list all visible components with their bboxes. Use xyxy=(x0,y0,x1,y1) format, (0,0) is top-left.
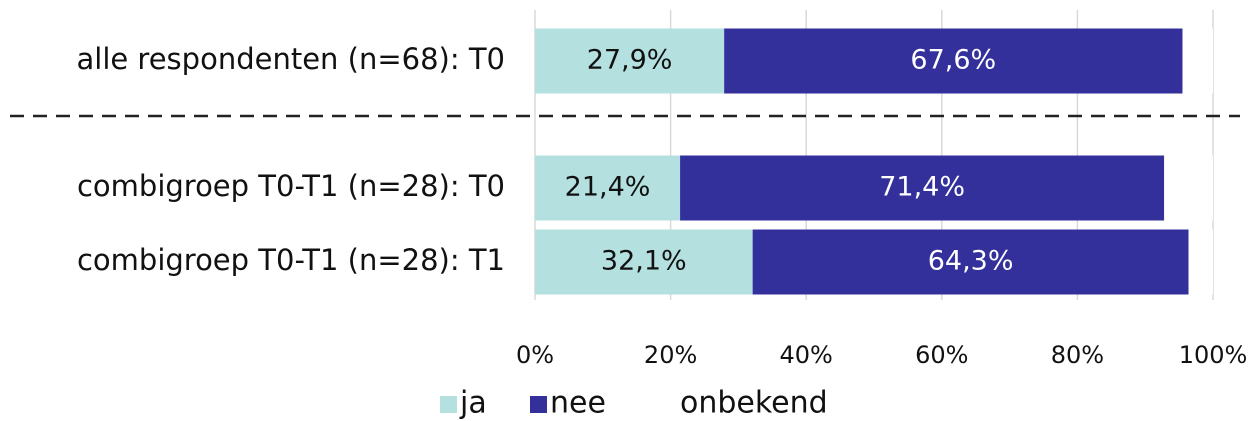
x-tick-label: 80% xyxy=(1051,341,1104,369)
x-tick-label: 0% xyxy=(516,341,554,369)
legend-swatch xyxy=(660,396,677,413)
bar-segment xyxy=(535,28,725,94)
x-tick-label: 60% xyxy=(915,341,968,369)
data-label: 32,1% xyxy=(601,246,687,277)
legend-label: ja xyxy=(459,386,487,421)
bar-segment xyxy=(752,229,1189,295)
data-label: 64,3% xyxy=(928,246,1014,277)
category-label: combigroep T0-T1 (n=28): T0 xyxy=(77,169,505,203)
bar-segment xyxy=(1188,229,1213,295)
bar-segment xyxy=(535,155,681,221)
category-label: alle respondenten (n=68): T0 xyxy=(76,42,505,76)
x-tick-label: 20% xyxy=(644,341,697,369)
bar-segment xyxy=(1182,28,1213,94)
legend-label: onbekend xyxy=(680,386,828,421)
data-label: 67,6% xyxy=(910,45,996,76)
legend-swatch xyxy=(440,396,457,413)
x-tick-label: 100% xyxy=(1179,341,1248,369)
bar-segment xyxy=(1164,155,1213,221)
bar-segment xyxy=(680,155,1165,221)
legend-swatch xyxy=(530,396,547,413)
bar-segment xyxy=(535,229,753,295)
x-tick-label: 40% xyxy=(780,341,833,369)
data-label: 21,4% xyxy=(565,172,651,203)
bar-segment xyxy=(724,28,1183,94)
legend-label: nee xyxy=(550,386,606,421)
data-label: 71,4% xyxy=(879,172,965,203)
category-label: combigroep T0-T1 (n=28): T1 xyxy=(77,243,505,277)
data-label: 27,9% xyxy=(587,45,673,76)
